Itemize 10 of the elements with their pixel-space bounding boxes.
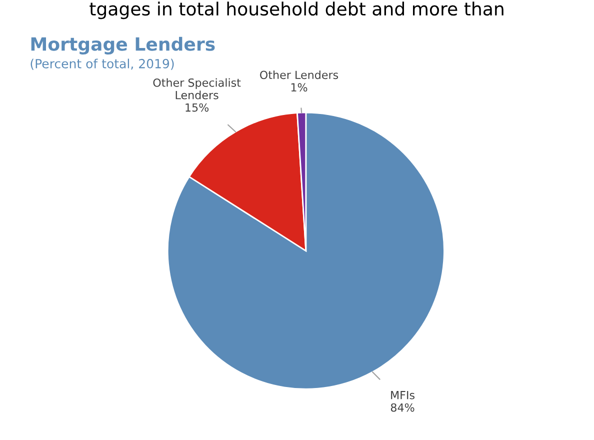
text: tgages in total household debt and more than: [90, 2, 504, 20]
chart-title: Mortgage Lenders: [31, 36, 215, 54]
pie-slice: [166, 112, 445, 390]
slice-label: MFIs: [391, 391, 414, 400]
chart-subtitle: (Percent of total, 2019): [30, 58, 174, 70]
slice-label: Other Lenders: [260, 70, 338, 80]
data-label: 15%: [186, 103, 209, 112]
slice-label: Other Specialist Lenders: [153, 78, 241, 100]
data-label: 1%: [291, 83, 308, 92]
data-label: 84%: [390, 403, 414, 412]
